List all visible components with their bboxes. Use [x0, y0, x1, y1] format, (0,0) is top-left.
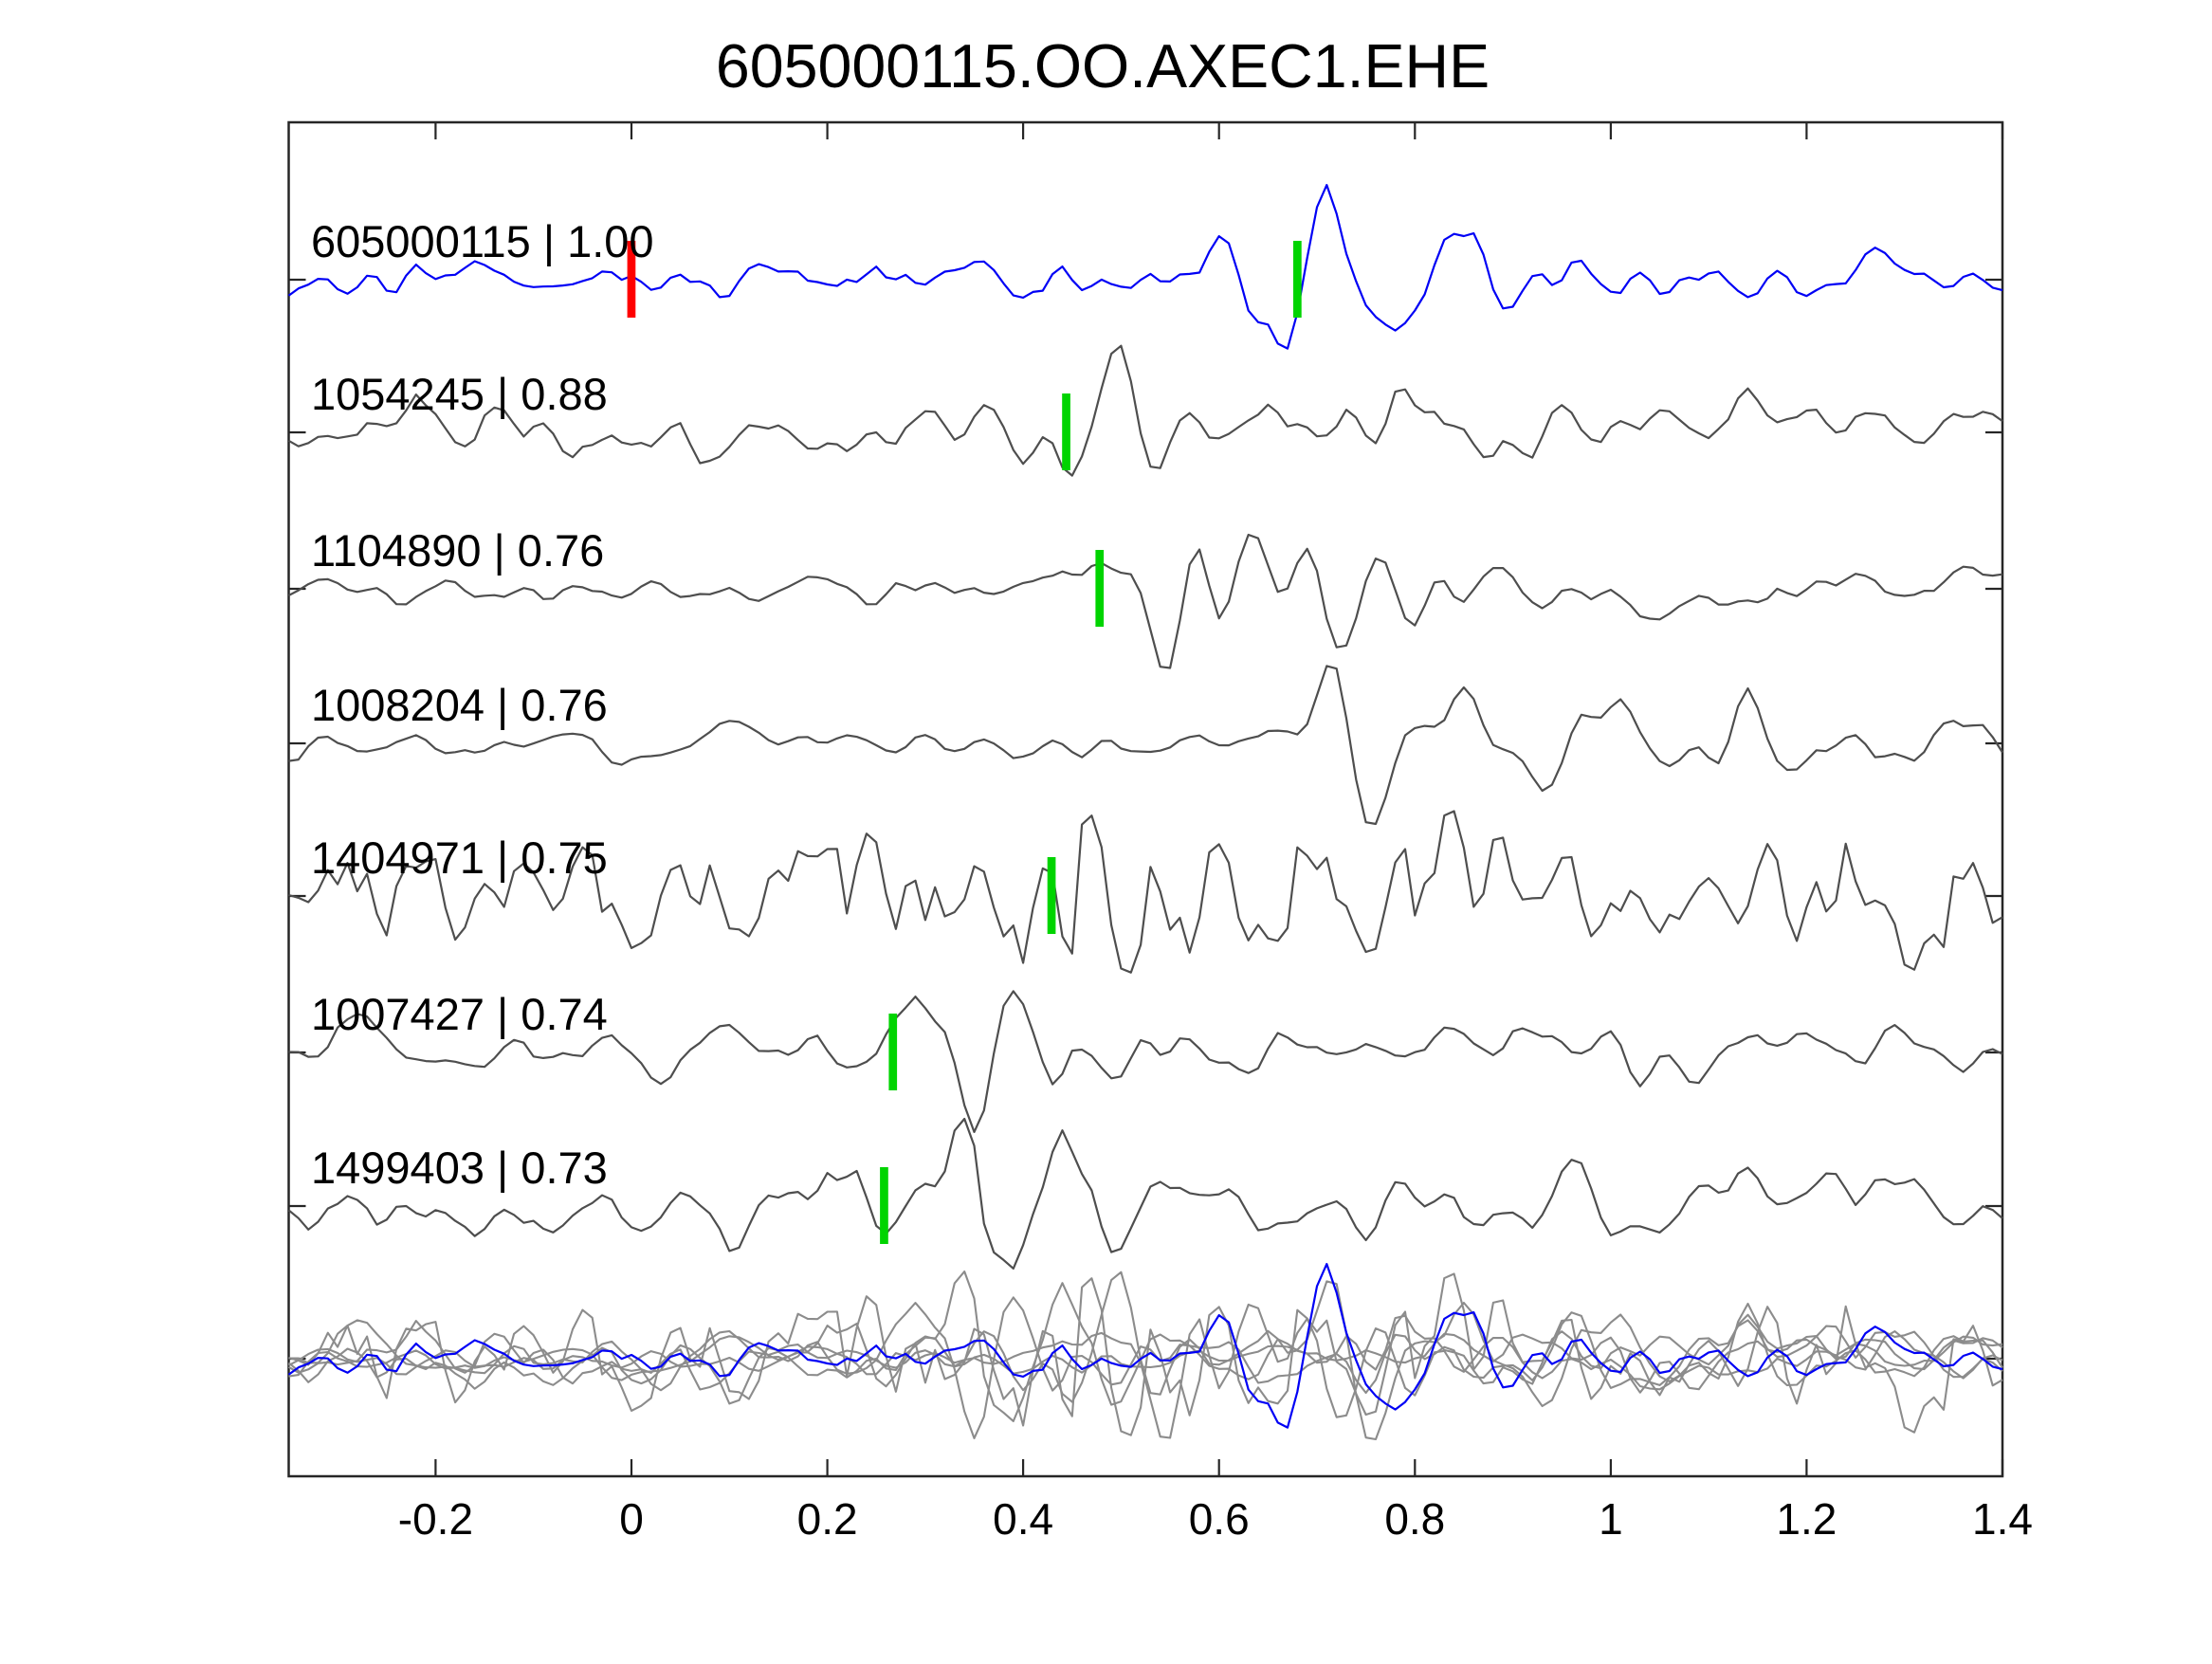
- svg-text:1499403 | 0.73: 1499403 | 0.73: [311, 1143, 608, 1193]
- svg-text:605000115.OO.AXEC1.EHE: 605000115.OO.AXEC1.EHE: [716, 32, 1490, 101]
- svg-text:0.2: 0.2: [797, 1494, 858, 1544]
- svg-text:1: 1: [1599, 1494, 1623, 1544]
- svg-text:1007427 | 0.74: 1007427 | 0.74: [311, 989, 608, 1039]
- svg-text:0: 0: [619, 1494, 644, 1544]
- svg-text:0.6: 0.6: [1189, 1494, 1250, 1544]
- svg-text:605000115 | 1.00: 605000115 | 1.00: [311, 216, 654, 266]
- svg-text:0.8: 0.8: [1384, 1494, 1445, 1544]
- svg-text:1104890 | 0.76: 1104890 | 0.76: [311, 525, 604, 576]
- svg-text:1.4: 1.4: [1972, 1494, 2033, 1544]
- svg-text:1054245 | 0.88: 1054245 | 0.88: [311, 369, 608, 419]
- svg-text:1008204 | 0.76: 1008204 | 0.76: [311, 680, 608, 730]
- svg-text:1404971 | 0.75: 1404971 | 0.75: [311, 832, 608, 883]
- svg-text:0.4: 0.4: [993, 1494, 1053, 1544]
- svg-text:1.2: 1.2: [1776, 1494, 1837, 1544]
- svg-text:-0.2: -0.2: [398, 1494, 473, 1544]
